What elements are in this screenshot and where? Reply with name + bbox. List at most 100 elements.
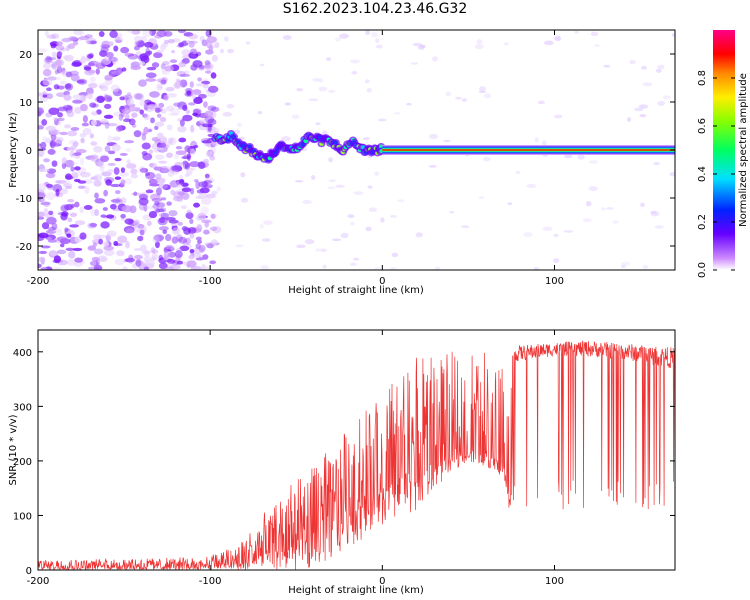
spectrogram-noise-blob xyxy=(102,207,108,211)
spectrogram-sparse-blob xyxy=(534,137,539,143)
spectrogram-noise-blob xyxy=(156,132,164,140)
spectrogram-trace-core xyxy=(231,134,237,139)
spectrogram-noise-blob xyxy=(70,127,80,131)
spectrogram-noise-blob xyxy=(172,38,181,43)
spectrogram-noise-blob xyxy=(133,35,142,42)
snr-y-tick-label: 300 xyxy=(13,402,32,413)
spectrogram-noise-blob xyxy=(165,86,175,92)
spectrogram-noise-blob xyxy=(182,58,190,64)
spectrogram-sparse-blob xyxy=(412,42,422,47)
spectrogram-noise-blob xyxy=(88,82,98,89)
spectrogram-sparse-blob xyxy=(304,239,315,245)
spectrogram-y-axis-label: Frequency (Hz) xyxy=(8,112,19,188)
spectrogram-sparse-blob xyxy=(216,186,221,192)
spectrogram-sparse-blob xyxy=(282,35,292,40)
spectrogram-noise-blob xyxy=(44,57,53,64)
spectrogram-noise-blob xyxy=(55,45,65,51)
spectrogram-noise-blob xyxy=(145,72,157,79)
spectrogram-noise-blob xyxy=(66,146,75,151)
snr-x-tick-label: -100 xyxy=(199,576,222,587)
spectrogram-noise-blob xyxy=(142,30,152,37)
spectrogram-noise-blob xyxy=(89,260,99,267)
spectrogram-noise-blob xyxy=(161,70,170,75)
spectrogram-sparse-blob xyxy=(590,31,599,37)
spectrogram-noise-blob xyxy=(60,243,65,248)
spectrogram-noise-blob xyxy=(181,182,189,187)
spectrogram-sparse-blob xyxy=(378,118,387,122)
spectrogram-sparse-blob xyxy=(322,264,327,269)
spectrogram-noise-blob xyxy=(87,222,97,229)
spectrogram-noise-blob xyxy=(197,239,202,244)
spectrogram-noise-blob xyxy=(46,216,57,225)
spectrogram-noise-blob xyxy=(107,41,114,47)
spectrogram-noise-blob xyxy=(212,226,222,234)
spectrogram-sparse-blob xyxy=(526,183,537,189)
spectrogram-noise-blob xyxy=(101,40,111,49)
spectrogram-sparse-blob xyxy=(483,93,492,99)
spectrogram-noise-blob xyxy=(84,34,93,39)
spectrogram-noise-blob xyxy=(203,158,209,164)
spectrogram-sparse-blob xyxy=(319,248,327,252)
spectrogram-noise-blob xyxy=(148,178,158,185)
spectrogram-noise-blob xyxy=(65,247,74,251)
spectrogram-noise-blob xyxy=(92,242,98,247)
spectrogram-noise-blob xyxy=(168,219,179,224)
spectrogram-noise-blob xyxy=(141,142,151,150)
spectrogram-noise-blob xyxy=(144,50,151,57)
spectrogram-noise-blob xyxy=(110,183,121,188)
spectrogram-noise-blob xyxy=(108,150,116,155)
spectrogram-noise-blob xyxy=(143,114,150,121)
spectrogram-noise-blob xyxy=(124,52,135,57)
spectrogram-noise-blob xyxy=(182,114,193,122)
spectrogram-noise-blob xyxy=(105,179,113,186)
spectrogram-noise-blob xyxy=(143,259,155,267)
spectrogram-noise-blob xyxy=(139,229,145,236)
spectrogram-noise-blob xyxy=(126,159,131,165)
spectrogram-sparse-blob xyxy=(325,57,332,61)
spectrogram-sparse-blob xyxy=(353,257,360,261)
spectrogram-noise-blob xyxy=(146,66,157,71)
spectrogram-noise-blob xyxy=(66,233,72,238)
spectrogram-sparse-blob xyxy=(542,226,553,231)
snr-x-axis-label: Height of straight line (km) xyxy=(288,585,424,596)
spectrogram-noise-blob xyxy=(67,217,73,223)
spectrogram-noise-blob xyxy=(46,93,54,100)
spectrogram-noise-blob xyxy=(74,106,82,115)
spectrogram-noise-blob xyxy=(155,187,162,196)
spectrogram-noise-blob xyxy=(152,235,160,244)
spectrogram-sparse-blob xyxy=(650,210,657,215)
spectrogram-noise-blob xyxy=(145,78,157,82)
spectrogram-noise-blob xyxy=(162,60,170,66)
spectrogram-noise-blob xyxy=(70,145,77,151)
spectrogram-noise-blob xyxy=(111,198,123,204)
spectrogram-sparse-blob xyxy=(296,87,303,92)
spectrogram-noise-blob xyxy=(200,206,209,215)
spectrogram-noise-blob xyxy=(55,180,67,184)
spectrogram-noise-blob xyxy=(103,114,114,119)
spectrogram-noise-blob xyxy=(149,162,157,169)
spectrogram-noise-blob xyxy=(147,128,153,133)
spectrogram-noise-blob xyxy=(208,37,216,44)
colorbar-tick-label: 0.8 xyxy=(697,70,708,86)
spectrogram-noise-blob xyxy=(107,122,118,127)
spectrogram-noise-blob xyxy=(56,92,67,97)
spectrogram-noise-blob xyxy=(153,166,163,171)
spectrogram-sparse-blob xyxy=(428,165,437,168)
spectrogram-noise-blob xyxy=(53,117,58,121)
spectrogram-noise-blob xyxy=(49,41,60,47)
spectrogram-noise-blob xyxy=(172,227,181,235)
spectrogram-noise-blob xyxy=(64,227,69,233)
colorbar-tick-label: 0.0 xyxy=(697,262,708,278)
spectrogram-noise-blob xyxy=(204,265,212,270)
spectrogram-noise-blob xyxy=(61,157,67,165)
spectrogram-noise-blob xyxy=(154,121,165,127)
spectrogram-sparse-blob xyxy=(655,69,662,73)
spectrogram-noise-blob xyxy=(120,46,130,54)
spectrogram-noise-blob xyxy=(94,198,106,204)
spectrogram-noise-blob xyxy=(90,141,98,146)
spectrogram-noise-blob xyxy=(62,183,73,188)
spectrogram-noise-blob xyxy=(113,111,122,117)
spectrogram-noise-blob xyxy=(164,266,174,270)
spectrogram-noise-blob xyxy=(46,87,52,92)
spectrogram-noise-blob xyxy=(148,149,154,154)
